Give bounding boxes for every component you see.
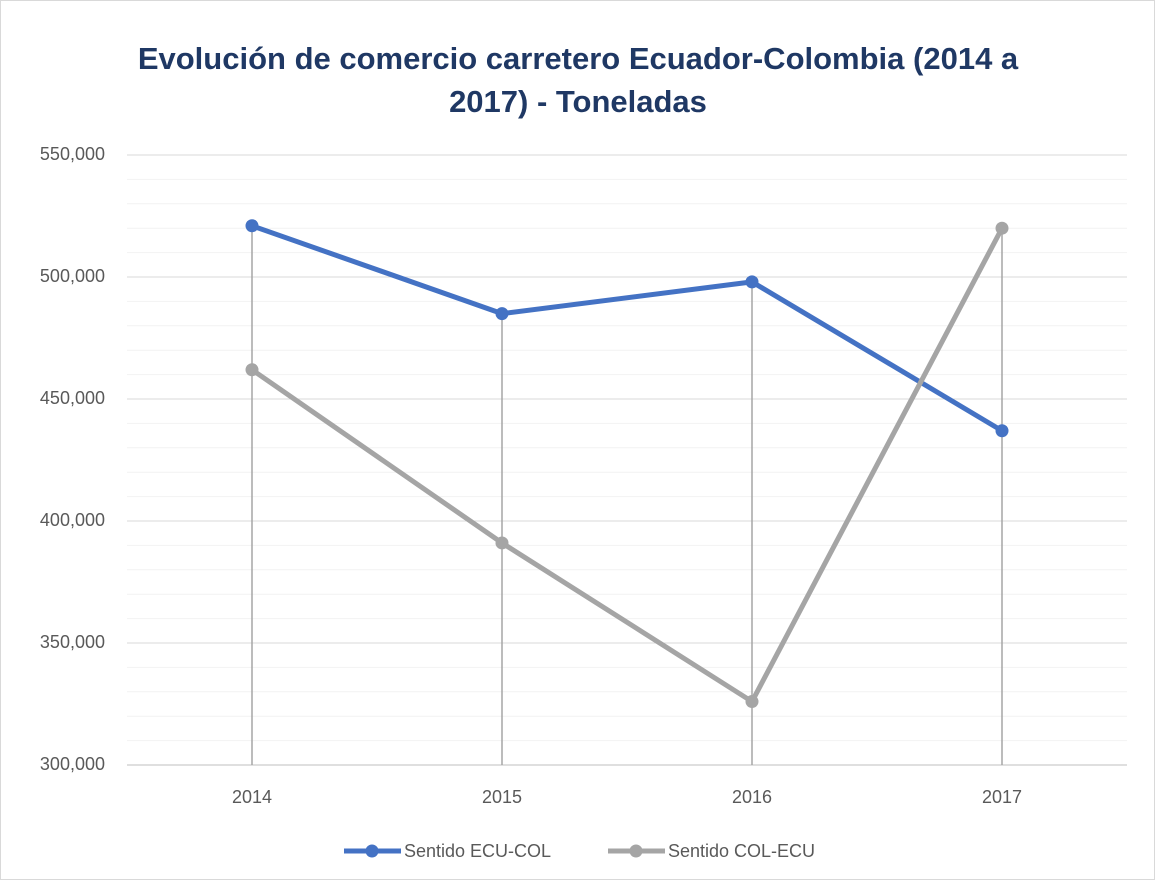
legend-label: Sentido COL-ECU (668, 841, 815, 861)
legend-label: Sentido ECU-COL (404, 841, 551, 861)
data-point (245, 363, 259, 377)
x-tick-label: 2016 (732, 787, 772, 807)
data-point (245, 219, 259, 233)
series-line (250, 227, 1005, 705)
data-point (745, 275, 759, 289)
x-tick-label: 2017 (982, 787, 1022, 807)
data-point (745, 695, 759, 709)
y-tick-label: 550,000 (40, 144, 105, 164)
chart-title: Evolución de comercio carretero Ecuador-… (137, 41, 1019, 119)
x-tick-label: 2014 (232, 787, 272, 807)
data-point (995, 221, 1009, 235)
y-tick-label: 450,000 (40, 388, 105, 408)
y-tick-label: 350,000 (40, 632, 105, 652)
data-point (495, 536, 509, 550)
x-tick-label: 2015 (482, 787, 522, 807)
legend-marker (629, 844, 643, 858)
series-line (251, 223, 1004, 433)
y-tick-label: 300,000 (40, 754, 105, 774)
y-tick-label: 400,000 (40, 510, 105, 530)
y-tick-label: 500,000 (40, 266, 105, 286)
legend-marker (365, 844, 379, 858)
data-point (495, 307, 509, 321)
data-point (995, 424, 1009, 438)
